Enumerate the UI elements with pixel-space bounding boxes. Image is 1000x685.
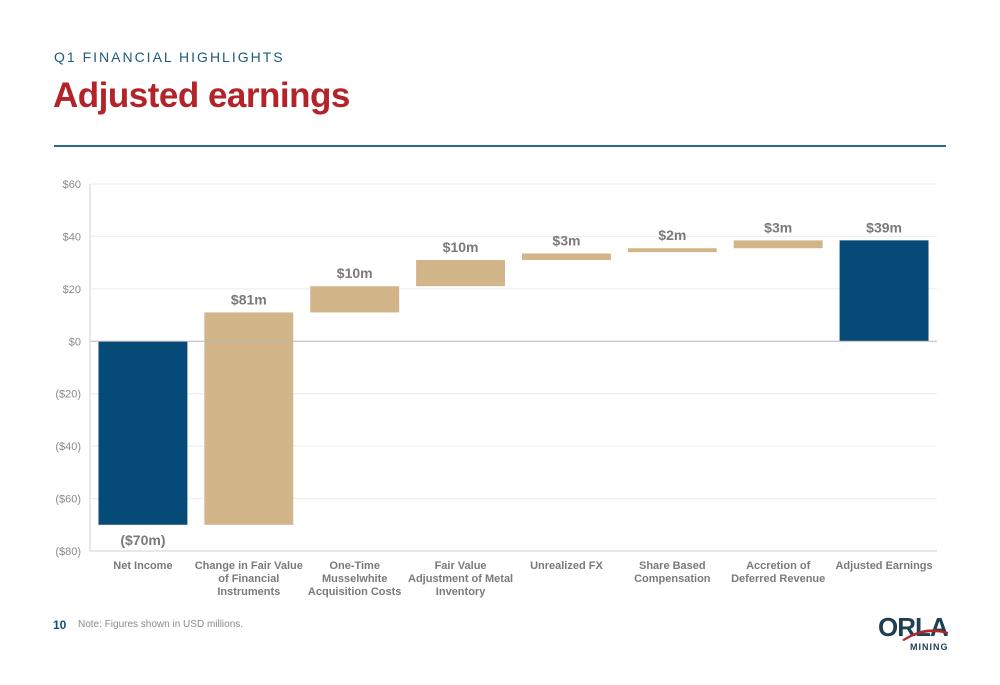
y-tick-label: ($40) xyxy=(55,441,81,453)
x-category-line: Unrealized FX xyxy=(530,560,603,572)
y-tick-label: ($60) xyxy=(55,494,81,506)
x-category-line: One-Time xyxy=(329,560,380,572)
data-label: $3m xyxy=(552,232,580,248)
x-category-line: Net Income xyxy=(113,560,172,572)
bars-layer xyxy=(98,240,929,525)
x-category-line: Fair Value xyxy=(435,560,487,572)
x-category-label: Accretion of Deferred Revenue xyxy=(731,560,825,585)
x-category-line: Accretion of xyxy=(746,560,811,572)
step-bar xyxy=(204,312,294,525)
x-axis-categories: Net Income Change in Fair Value of Financi… xyxy=(113,560,932,598)
orla-mining-logo: ORLA MINING xyxy=(872,612,952,658)
x-category-label: Adjusted Earnings xyxy=(835,560,932,572)
y-tick-label: $0 xyxy=(69,336,81,348)
x-category-label: Change in Fair Value of Financial Instrume… xyxy=(195,560,303,598)
logo-wordmark: ORLA xyxy=(878,612,949,642)
y-tick-label: $40 xyxy=(63,231,81,243)
x-category-line: Change in Fair Value xyxy=(195,560,303,572)
x-category-label: Fair Value Adjustment of Metal Inventory xyxy=(408,560,513,598)
total-bar xyxy=(98,341,188,525)
page-number: 10 xyxy=(53,618,67,632)
x-category-label: Unrealized FX xyxy=(530,560,603,572)
x-category-label: Share Based Compensation xyxy=(634,560,711,585)
data-label: $2m xyxy=(658,227,686,243)
data-label: $81m xyxy=(231,291,267,307)
footnote: Note: Figures shown in USD millions. xyxy=(78,619,244,630)
logo-swoosh-icon xyxy=(902,629,948,641)
logo-subtext: MINING xyxy=(910,642,949,652)
y-tick-label: ($20) xyxy=(55,389,81,401)
data-label: $3m xyxy=(764,219,792,235)
title-divider xyxy=(54,145,946,147)
y-tick-label: $60 xyxy=(63,179,81,191)
x-category-line: Musselwhite xyxy=(322,573,387,585)
data-labels-layer: ($70m) $81m $10m $10m $3m $2m $3m $39m xyxy=(120,219,902,547)
x-category-line: Acquisition Costs xyxy=(308,586,402,598)
x-category-line: Compensation xyxy=(634,573,711,585)
x-category-line: Instruments xyxy=(217,586,280,598)
total-bar xyxy=(839,240,929,342)
data-label: ($70m) xyxy=(120,532,165,548)
data-label: $10m xyxy=(337,265,373,281)
x-category-label: Net Income xyxy=(113,560,172,572)
step-bar xyxy=(733,240,823,249)
x-category-line: Deferred Revenue xyxy=(731,573,825,585)
x-category-line: Share Based xyxy=(639,560,706,572)
data-label: $39m xyxy=(866,219,902,235)
data-label: $10m xyxy=(443,239,479,255)
x-category-line: Inventory xyxy=(436,586,486,598)
x-category-line: Adjustment of Metal xyxy=(408,573,513,585)
y-tick-label: $20 xyxy=(63,284,81,296)
step-bar xyxy=(627,248,717,253)
section-kicker: Q1 FINANCIAL HIGHLIGHTS xyxy=(54,49,285,65)
step-bar xyxy=(416,260,506,287)
step-bar xyxy=(521,253,611,261)
y-tick-label: ($80) xyxy=(55,546,81,558)
x-category-line: of Financial xyxy=(218,573,279,585)
x-category-label: One-Time Musselwhite Acquisition Costs xyxy=(308,560,402,598)
step-bar xyxy=(310,286,400,313)
y-axis-ticks: $60 $40 $20 $0 ($20) ($40) ($60) ($80) xyxy=(55,179,81,558)
page-title: Adjusted earnings xyxy=(53,76,350,115)
x-category-line: Adjusted Earnings xyxy=(835,560,932,572)
